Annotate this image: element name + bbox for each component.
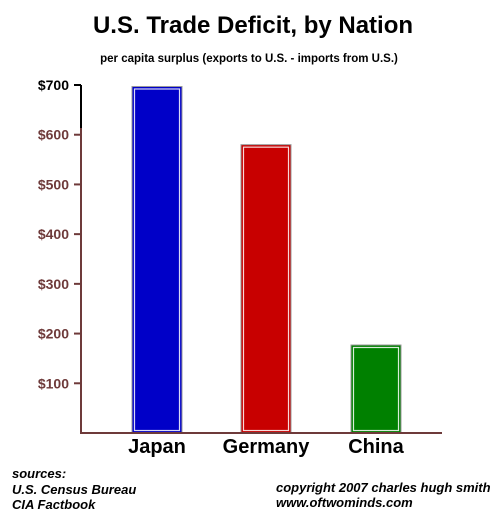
y-tick-label: $300: [38, 276, 69, 292]
bar-china: [350, 344, 402, 434]
y-tick-label: $100: [38, 375, 69, 391]
bar-highlight: [352, 346, 400, 432]
sources-heading: sources:: [12, 466, 66, 481]
source-census-bureau: U.S. Census Bureau: [12, 482, 136, 497]
bar-highlight: [133, 88, 181, 432]
y-tick-label: $700: [38, 77, 69, 93]
y-tick-label: $400: [38, 226, 69, 242]
bar-germany: [240, 144, 292, 434]
x-category-label: Japan: [128, 436, 186, 458]
x-axis-categories: Japan Germany China: [128, 436, 405, 458]
bar-japan: [131, 85, 183, 434]
chart-title: U.S. Trade Deficit, by Nation: [93, 12, 413, 39]
y-tick-label: $200: [38, 326, 69, 342]
source-cia-factbook: CIA Factbook: [12, 497, 96, 512]
x-category-label: Germany: [223, 436, 311, 458]
copyright-notice: copyright 2007 charles hugh smith: [276, 480, 491, 495]
y-axis-ticks: $100 $200 $300 $400 $500 $600 $700: [38, 77, 81, 391]
x-category-label: China: [348, 436, 404, 458]
website-url: www.oftwominds.com: [276, 495, 413, 510]
bar-highlight: [242, 146, 290, 432]
y-tick-label: $600: [38, 127, 69, 143]
y-tick-label: $500: [38, 176, 69, 192]
bars: [131, 85, 402, 434]
chart-subtitle: per capita surplus (exports to U.S. - im…: [100, 53, 398, 65]
